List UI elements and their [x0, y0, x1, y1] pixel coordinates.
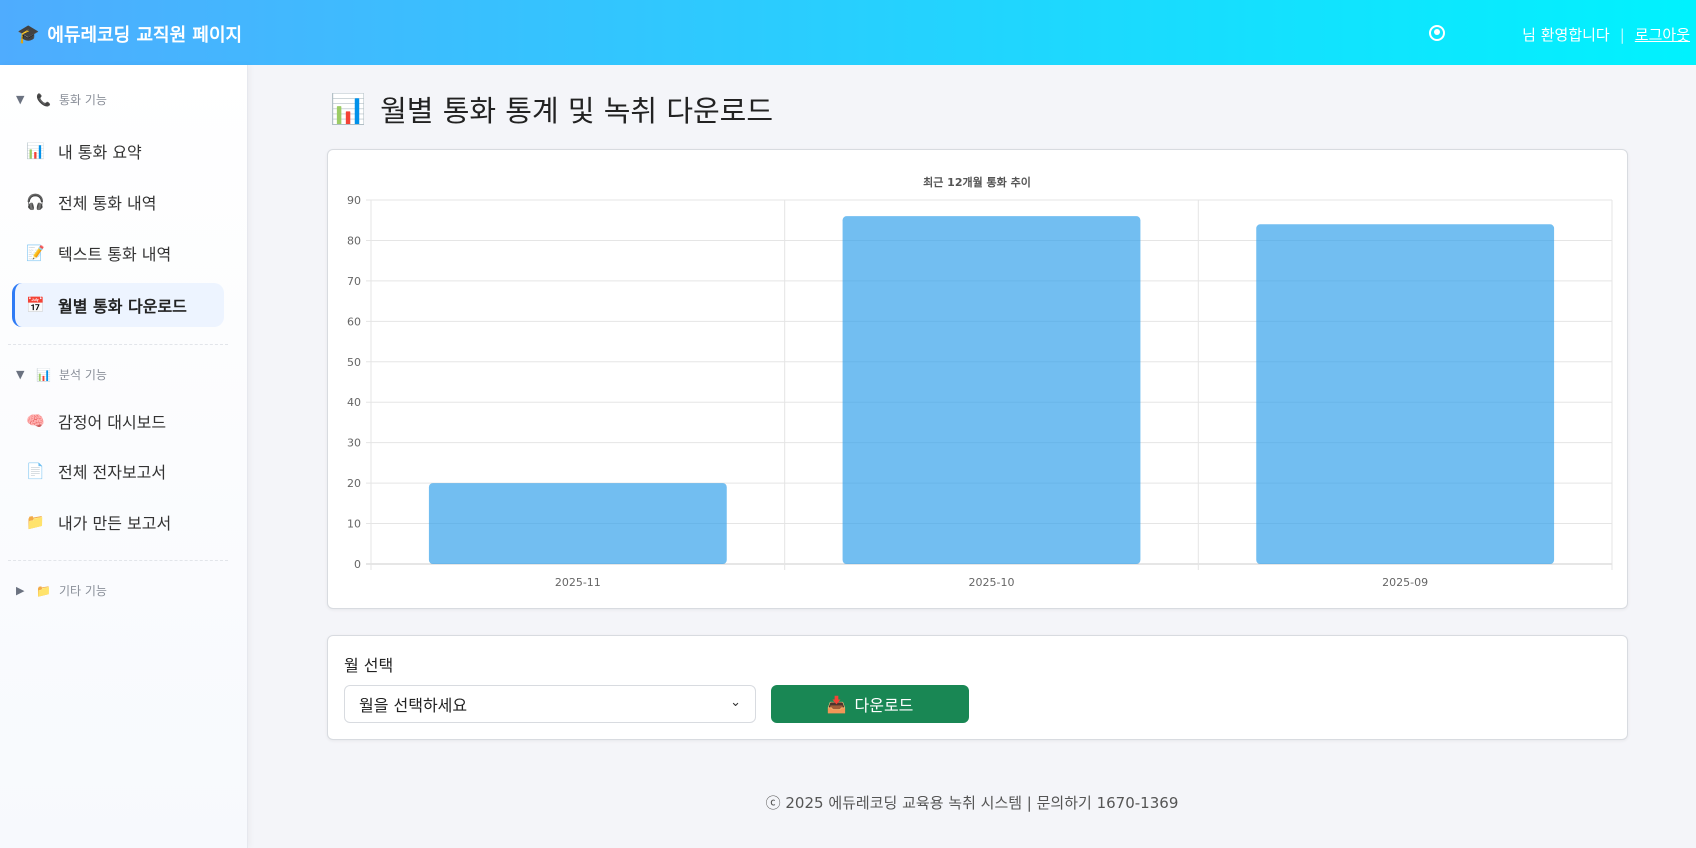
bar	[842, 216, 1141, 564]
brain-icon: 🧠	[26, 412, 45, 430]
y-tick-label: 20	[347, 477, 361, 490]
x-tick-label: 2025-11	[555, 576, 601, 589]
y-tick-label: 80	[347, 234, 361, 247]
phone-icon: 📞	[36, 92, 51, 107]
sidebar-item-label: 전체 전자보고서	[58, 463, 167, 482]
sidebar-item-all-reports[interactable]: 📄 전체 전자보고서	[12, 449, 224, 493]
brand[interactable]: 🎓 에듀레코딩 교직원 페이지	[17, 21, 242, 47]
brand-title: 에듀레코딩 교직원 페이지	[47, 25, 243, 46]
chevron-down-icon: ⌄	[730, 695, 741, 710]
y-tick-label: 50	[347, 356, 361, 369]
document-icon: 📄	[26, 462, 45, 480]
sidebar-item-label: 내 통화 요약	[58, 143, 142, 162]
x-tick-label: 2025-10	[969, 576, 1015, 589]
folder-icon: 📁	[36, 583, 51, 598]
y-tick-label: 60	[347, 315, 361, 328]
section-label: 기타 기능	[58, 584, 107, 598]
y-tick-label: 40	[347, 396, 361, 409]
section-label: 통화 기능	[58, 93, 107, 107]
folder-icon: 📁	[26, 513, 45, 531]
divider	[8, 344, 228, 345]
top-header: 🎓 에듀레코딩 교직원 페이지 님 환영합니다 | 로그아웃	[0, 0, 1696, 65]
y-tick-label: 70	[347, 275, 361, 288]
section-analysis-features[interactable]: ▼ 📊 분석 기능	[16, 366, 107, 383]
section-call-features[interactable]: ▼ 📞 통화 기능	[16, 91, 107, 108]
sidebar-item-label: 전체 통화 내역	[58, 194, 157, 213]
divider	[8, 560, 228, 561]
caret-down-icon: ▼	[16, 368, 25, 381]
page-title: 📊 월별 통화 통계 및 녹취 다운로드	[330, 88, 773, 130]
footer: ⓒ 2025 에듀레코딩 교육용 녹취 시스템 | 문의하기 1670-1369	[765, 794, 1179, 812]
bar	[1256, 224, 1555, 564]
month-select[interactable]: 월을 선택하세요 ⌄	[344, 685, 756, 723]
sidebar-item-my-reports[interactable]: 📁 내가 만든 보고서	[12, 500, 224, 544]
user-area: 님 환영합니다 | 로그아웃	[1429, 24, 1690, 45]
bar-chart-icon: 📊	[26, 142, 45, 160]
sidebar-item-label: 내가 만든 보고서	[58, 514, 172, 533]
user-circle-icon	[1429, 25, 1445, 41]
bar-chart-icon: 📊	[330, 91, 367, 126]
logout-link[interactable]: 로그아웃	[1634, 26, 1690, 44]
separator: |	[1619, 25, 1625, 44]
bar	[428, 483, 727, 564]
bar-chart-icon: 📊	[36, 367, 51, 382]
month-select-label: 월 선택	[344, 656, 394, 675]
graduation-cap-icon: 🎓	[17, 23, 40, 45]
x-tick-label: 2025-09	[1382, 576, 1428, 589]
sidebar-item-label: 월별 통화 다운로드	[58, 297, 187, 316]
y-tick-label: 90	[347, 194, 361, 207]
sidebar-item-label: 텍스트 통화 내역	[58, 245, 172, 264]
sidebar-item-label: 감정어 대시보드	[58, 413, 167, 432]
section-other-features[interactable]: ▶ 📁 기타 기능	[16, 582, 107, 599]
download-label: 다운로드	[854, 696, 914, 715]
y-tick-label: 0	[354, 558, 361, 571]
sidebar: ▼ 📞 통화 기능 📊 내 통화 요약 🎧 전체 통화 내역 📝 텍스트 통화 내역 …	[0, 65, 248, 848]
caret-right-icon: ▶	[16, 584, 25, 597]
headphones-icon: 🎧	[26, 193, 45, 211]
sidebar-item-monthly-download[interactable]: 📅 월별 통화 다운로드	[12, 283, 224, 327]
welcome-text: 님 환영합니다	[1522, 26, 1610, 44]
select-placeholder: 월을 선택하세요	[359, 696, 468, 715]
download-button[interactable]: 📥 다운로드	[771, 685, 969, 723]
sidebar-item-all-calls[interactable]: 🎧 전체 통화 내역	[12, 180, 224, 224]
section-label: 분석 기능	[58, 368, 107, 382]
page-title-text: 월별 통화 통계 및 녹취 다운로드	[380, 94, 774, 128]
calendar-icon: 📅	[26, 296, 45, 314]
sidebar-item-emotion-dashboard[interactable]: 🧠 감정어 대시보드	[12, 399, 224, 443]
memo-icon: 📝	[26, 244, 45, 262]
chart-title: 최근 12개월 통화 추이	[923, 175, 1031, 189]
caret-down-icon: ▼	[16, 93, 25, 106]
sidebar-item-my-summary[interactable]: 📊 내 통화 요약	[12, 129, 224, 173]
y-tick-label: 10	[347, 518, 361, 531]
inbox-tray-icon: 📥	[826, 694, 847, 714]
sidebar-item-text-calls[interactable]: 📝 텍스트 통화 내역	[12, 231, 224, 275]
y-tick-label: 30	[347, 437, 361, 450]
